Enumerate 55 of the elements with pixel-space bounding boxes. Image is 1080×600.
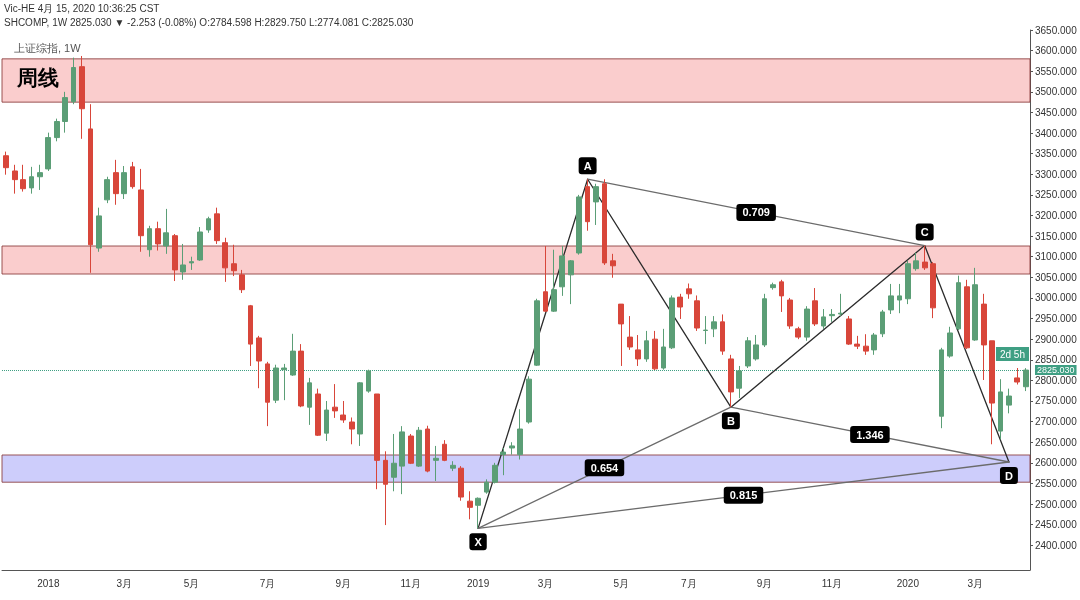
y-tick-label: 2750.000 bbox=[1035, 395, 1078, 407]
y-tick-label: 3150.000 bbox=[1035, 230, 1078, 242]
text: Vic-HE 4月 15, 2020 10:36:25 CST bbox=[4, 2, 160, 14]
y-tick-label: 2450.000 bbox=[1035, 519, 1078, 531]
y-tick-label: 2400.000 bbox=[1035, 539, 1078, 551]
text: 上证综指, 1W bbox=[14, 41, 82, 54]
y-tick-label: 2650.000 bbox=[1035, 436, 1078, 448]
data-label: D bbox=[1004, 469, 1013, 482]
data-label: B bbox=[726, 414, 735, 427]
x-tick-label: 5月 bbox=[613, 577, 630, 589]
y-tick-label: 2800.000 bbox=[1035, 374, 1078, 386]
x-tick-label: 9月 bbox=[335, 577, 352, 589]
data-label: X bbox=[474, 535, 483, 548]
y-tick-label: 2950.000 bbox=[1035, 313, 1078, 325]
y-tick-label: 3600.000 bbox=[1035, 45, 1078, 57]
y-tick-label: 2900.000 bbox=[1035, 333, 1078, 345]
y-tick-label: 3050.000 bbox=[1035, 271, 1078, 283]
y-tick-label: 2850.000 bbox=[1035, 354, 1078, 366]
series-label: 0.815 bbox=[729, 489, 758, 502]
y-tick-label: 2700.000 bbox=[1035, 416, 1078, 428]
ref-line-label: 2825.030 bbox=[1037, 365, 1075, 376]
text: SHCOMP, 1W 2825.030 ▼ -2.253 (-0.08%) O:2784.598 H:2829.750 L:2774.081 C:2825.030 bbox=[4, 16, 414, 28]
data-label: A bbox=[583, 159, 592, 172]
x-tick-label: 2019 bbox=[466, 577, 490, 589]
y-tick-label: 2550.000 bbox=[1035, 477, 1078, 489]
y-tick-label: 2600.000 bbox=[1035, 457, 1078, 469]
y-tick-label: 3550.000 bbox=[1035, 65, 1078, 77]
y-tick-label: 3400.000 bbox=[1035, 127, 1078, 139]
y-tick-label: 3450.000 bbox=[1035, 106, 1078, 118]
y-tick-label: 3100.000 bbox=[1035, 251, 1078, 263]
x-tick-label: 7月 bbox=[680, 577, 697, 589]
x-tick-label: 5月 bbox=[183, 577, 200, 589]
y-tick-label: 3350.000 bbox=[1035, 148, 1078, 160]
annotation: 2d 5h bbox=[999, 348, 1025, 360]
data-label: C bbox=[920, 226, 929, 239]
x-tick-label: 11月 bbox=[821, 577, 843, 589]
text: 周线 bbox=[16, 66, 59, 89]
x-tick-label: 11月 bbox=[400, 577, 421, 589]
x-tick-label: 2020 bbox=[896, 577, 920, 589]
y-tick-label: 3500.000 bbox=[1035, 86, 1078, 98]
y-tick-label: 3000.000 bbox=[1035, 292, 1078, 304]
series-label: 1.346 bbox=[856, 428, 884, 441]
x-tick-label: 3月 bbox=[116, 577, 132, 589]
x-tick-label: 2018 bbox=[37, 577, 60, 589]
y-tick-label: 3200.000 bbox=[1035, 210, 1078, 221]
x-tick-label: 9月 bbox=[756, 577, 773, 589]
x-tick-label: 3月 bbox=[537, 577, 554, 589]
series-label: 0.709 bbox=[742, 206, 770, 219]
y-tick-label: 2500.000 bbox=[1035, 498, 1078, 510]
y-tick-label: 3650.000 bbox=[1035, 24, 1078, 36]
x-tick-label: 7月 bbox=[259, 577, 276, 589]
series-label: 0.654 bbox=[590, 461, 620, 474]
y-tick-label: 3300.000 bbox=[1035, 168, 1078, 180]
y-tick-label: 3250.000 bbox=[1035, 189, 1078, 201]
x-tick-label: 3月 bbox=[967, 577, 984, 589]
